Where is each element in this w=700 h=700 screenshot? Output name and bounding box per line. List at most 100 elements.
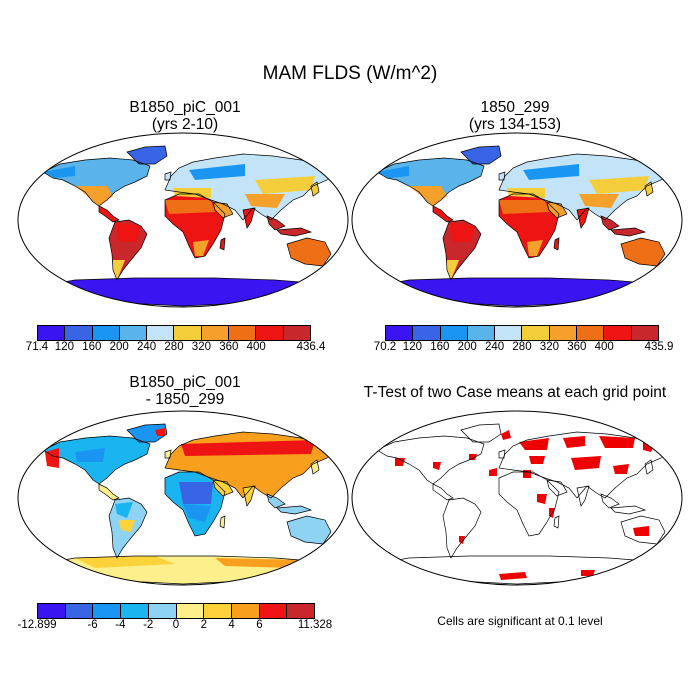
land-fill-japan xyxy=(311,182,319,196)
coastline-madagascar xyxy=(219,515,226,529)
coastline-australia xyxy=(286,237,332,267)
coastline-australia xyxy=(286,515,332,545)
field-patch xyxy=(193,240,209,256)
field-patch xyxy=(181,440,315,456)
colorbar-tick-label: 200 xyxy=(109,341,129,353)
land-fill-nz xyxy=(341,540,346,554)
significant-cell xyxy=(613,464,629,474)
field-patch xyxy=(155,428,165,436)
panel2-title-line1: 1850_299 xyxy=(480,99,550,116)
field-patch xyxy=(245,194,285,208)
coastline-arabia xyxy=(212,201,234,219)
significant-cell xyxy=(563,436,585,448)
coastline-australia xyxy=(620,515,666,545)
field-patch xyxy=(119,520,135,532)
colorbar-tick-label: 11.328 xyxy=(297,619,333,631)
significant-cell xyxy=(433,462,441,470)
colorbar-swatch xyxy=(38,604,66,618)
land-fill-greenland xyxy=(127,146,167,164)
colorbar-difference: -12.899 -6 -4 -2 0 2 4 6 11.328 xyxy=(17,603,332,633)
field-patch xyxy=(183,504,211,522)
colorbar-difference-swatches xyxy=(37,603,315,619)
coastline-indonesia xyxy=(610,505,647,515)
coastline-africa xyxy=(164,471,226,537)
robinson-map-case1 xyxy=(17,132,349,308)
colorbar-case2: 70.2 120 160 200 240 280 320 360 400 435.9 xyxy=(374,325,673,355)
land-fill-madagascar xyxy=(554,238,559,250)
coastline-greenland xyxy=(126,423,168,443)
field-patch xyxy=(165,200,215,214)
colorbar-swatch xyxy=(231,604,260,618)
colorbar-swatch xyxy=(413,326,441,340)
colorbar-case1-labels: 71.4 120 160 200 240 280 320 360 400 436.4 xyxy=(26,341,326,355)
coastline-arabia xyxy=(212,479,234,497)
coastline-namerica xyxy=(42,157,151,207)
colorbar-swatch xyxy=(440,326,468,340)
land-fill-nz xyxy=(341,262,346,276)
panel1-title-line2: (yrs 2-10) xyxy=(151,116,219,133)
colorbar-case1: 71.4 120 160 200 240 280 320 360 400 436.4 xyxy=(26,325,326,355)
coastline-namerica xyxy=(376,157,485,207)
colorbar-tick-label: 200 xyxy=(457,341,477,353)
field-patch xyxy=(179,482,213,504)
colorbar-tick-label: 240 xyxy=(485,341,505,353)
colorbar-tick-label: 160 xyxy=(430,341,450,353)
colorbar-tick-label: -4 xyxy=(115,619,126,631)
significant-cell xyxy=(571,456,601,470)
map-panel-case2 xyxy=(349,130,685,310)
land-fill-uk xyxy=(499,172,505,180)
coastline-nz xyxy=(674,261,681,277)
field-patch xyxy=(215,558,305,568)
land-fill-uk xyxy=(165,450,171,458)
land-fill-camerica xyxy=(433,206,453,222)
field-patch xyxy=(43,166,75,178)
coastline-arabia xyxy=(546,479,568,497)
coastline-uk xyxy=(164,449,172,459)
colorbar-tick-label: 6 xyxy=(256,619,263,631)
coastline-seasia xyxy=(266,493,286,509)
colorbar-swatch xyxy=(604,326,632,340)
field-patch xyxy=(115,222,141,242)
coastline-eurasia xyxy=(498,153,672,221)
coastline-camerica xyxy=(432,483,454,501)
land-fill-greenland xyxy=(127,424,167,442)
colorbar-tick-label: 120 xyxy=(402,341,422,353)
colorbar-tick-label: 360 xyxy=(219,341,239,353)
colorbar-swatch xyxy=(201,326,230,340)
field-patch xyxy=(449,222,475,242)
coastline-samerica xyxy=(108,497,148,559)
coastline-uk xyxy=(498,449,506,459)
coastline-india xyxy=(576,207,590,229)
coastline-indonesia xyxy=(610,227,647,237)
coastline-africa xyxy=(498,471,560,537)
land-fill-antarctica xyxy=(35,278,330,306)
colorbar-swatch xyxy=(65,326,93,340)
land-fill-australia xyxy=(621,238,665,266)
robinson-map-case2 xyxy=(351,132,683,308)
coastline-samerica xyxy=(442,497,482,559)
significant-cell xyxy=(469,454,477,460)
coastline-camerica xyxy=(98,205,120,223)
colorbar-tick-label: 70.2 xyxy=(373,341,397,353)
land-fill-australia xyxy=(287,238,331,266)
coastline-madagascar xyxy=(553,515,560,529)
significant-cell xyxy=(537,494,547,504)
colorbar-swatch xyxy=(38,326,66,340)
colorbar-swatch xyxy=(93,604,122,618)
coastline-indonesia xyxy=(276,505,313,515)
coastline-namerica xyxy=(376,435,485,485)
coastline-greenland xyxy=(126,145,168,165)
coastline-madagascar xyxy=(219,237,226,251)
significance-note: Cells are significant at 0.1 level xyxy=(437,614,603,628)
coastline-india xyxy=(242,485,256,507)
colorbar-swatch xyxy=(495,326,523,340)
coastline-samerica xyxy=(442,219,482,281)
land-fill-uk xyxy=(165,172,171,180)
colorbar-swatch xyxy=(204,604,232,618)
coastline-australia xyxy=(620,237,666,267)
field-patch xyxy=(113,260,125,280)
land-fill-antarctica xyxy=(369,278,664,306)
colorbar-tick-label: 280 xyxy=(512,341,532,353)
robinson-map-difference xyxy=(17,410,349,586)
coastline-uk xyxy=(164,171,172,181)
